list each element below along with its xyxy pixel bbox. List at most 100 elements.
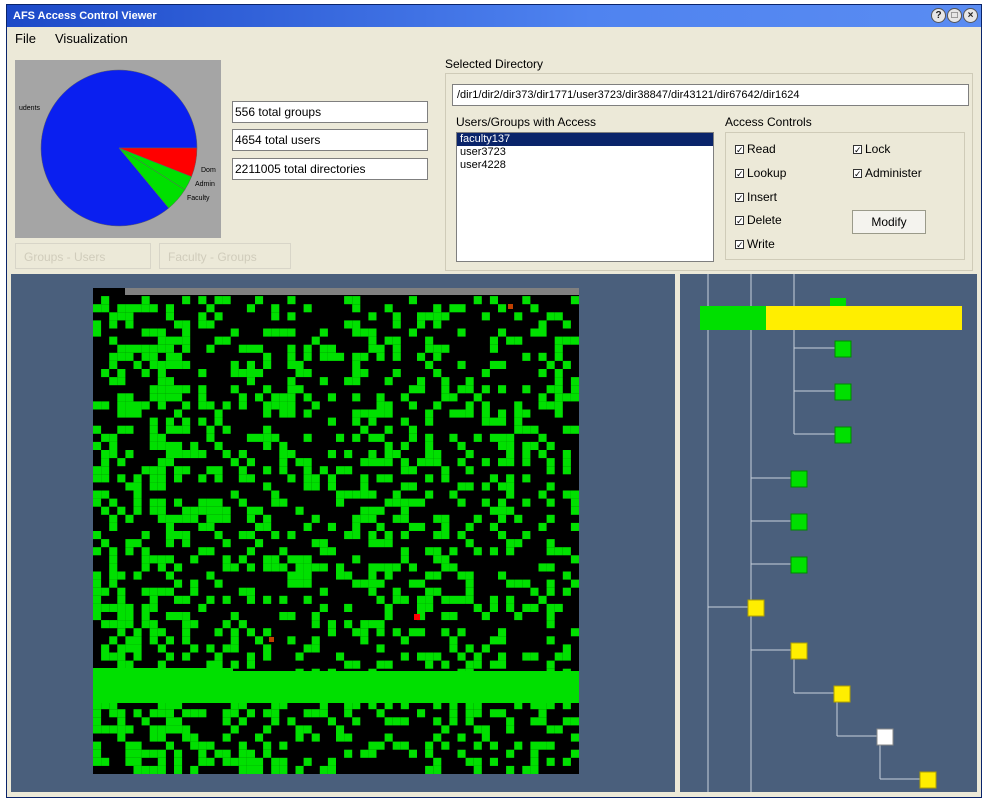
maximize-icon[interactable]: □ bbox=[947, 8, 962, 23]
tree-node[interactable] bbox=[790, 513, 808, 531]
faculty-groups-toggle[interactable]: Faculty - Groups bbox=[159, 243, 291, 269]
matrix-cell bbox=[408, 563, 417, 572]
tree-node[interactable] bbox=[833, 685, 851, 703]
write-checkbox[interactable]: ✓ Write bbox=[735, 237, 775, 251]
matrix-cell bbox=[133, 360, 142, 369]
matrix-cell bbox=[174, 717, 183, 726]
matrix-cell bbox=[546, 636, 555, 645]
list-item[interactable]: user3723 bbox=[460, 146, 506, 158]
access-list[interactable]: faculty137 user3723 user4228 bbox=[456, 132, 714, 262]
matrix-cell bbox=[530, 717, 539, 726]
matrix-cell bbox=[198, 741, 207, 750]
matrix-cell bbox=[279, 328, 288, 337]
tree-node[interactable] bbox=[834, 340, 852, 358]
menu-file[interactable]: File bbox=[15, 31, 36, 46]
tree-selected-bar-yellow[interactable] bbox=[766, 306, 962, 330]
matrix-cell bbox=[271, 433, 280, 442]
matrix-cell bbox=[206, 433, 215, 442]
matrix-cell bbox=[246, 652, 255, 661]
matrix-cell bbox=[376, 352, 385, 361]
list-item[interactable]: user4228 bbox=[460, 159, 506, 171]
matrix-cell bbox=[157, 514, 166, 523]
matrix-cell bbox=[368, 409, 377, 418]
matrix-cell bbox=[182, 514, 191, 523]
matrix-cell bbox=[408, 579, 417, 588]
matrix-cell bbox=[554, 336, 563, 345]
tree-node[interactable] bbox=[790, 556, 808, 574]
matrix-cell bbox=[327, 352, 336, 361]
matrix-cell bbox=[174, 749, 183, 758]
matrix-cell bbox=[352, 433, 361, 442]
matrix-cell bbox=[125, 547, 134, 556]
delete-checkbox[interactable]: ✓ Delete bbox=[735, 213, 782, 227]
tree-node[interactable] bbox=[790, 470, 808, 488]
matrix-cell bbox=[222, 336, 231, 345]
matrix-cell bbox=[287, 636, 296, 645]
matrix-cell bbox=[417, 498, 426, 507]
access-matrix[interactable] bbox=[93, 288, 579, 774]
matrix-cell bbox=[352, 717, 361, 726]
lock-checkbox[interactable]: ✓ Lock bbox=[853, 142, 890, 156]
tree-node[interactable] bbox=[919, 771, 937, 789]
matrix-cell bbox=[174, 579, 183, 588]
help-icon[interactable]: ? bbox=[931, 8, 946, 23]
matrix-cell bbox=[489, 595, 498, 604]
checkbox-check: ✓ bbox=[735, 216, 744, 227]
matrix-cell bbox=[392, 352, 401, 361]
matrix-cell bbox=[206, 344, 215, 353]
matrix-cell bbox=[182, 450, 191, 459]
matrix-cell bbox=[125, 612, 134, 621]
matrix-cell bbox=[117, 587, 126, 596]
matrix-cell bbox=[376, 660, 385, 669]
matrix-cell bbox=[93, 595, 102, 604]
matrix-cell bbox=[473, 709, 482, 718]
list-item[interactable]: faculty137 bbox=[457, 133, 713, 146]
directory-tree[interactable] bbox=[680, 274, 977, 792]
modify-button[interactable]: Modify bbox=[852, 210, 926, 234]
tree-selected-bar-green[interactable] bbox=[700, 306, 766, 330]
matrix-cell bbox=[481, 458, 490, 467]
groups-users-toggle[interactable]: Groups - Users bbox=[15, 243, 151, 269]
matrix-cell bbox=[327, 393, 336, 402]
menu-visualization[interactable]: Visualization bbox=[55, 31, 128, 46]
matrix-cell bbox=[400, 466, 409, 475]
tree-node[interactable] bbox=[834, 383, 852, 401]
matrix-cell bbox=[125, 741, 134, 750]
selected-directory-path[interactable]: /dir1/dir2/dir373/dir1771/user3723/dir38… bbox=[452, 84, 969, 106]
matrix-cell bbox=[441, 595, 450, 604]
matrix-cell bbox=[214, 749, 223, 758]
tree-node[interactable] bbox=[834, 426, 852, 444]
matrix-cell bbox=[514, 417, 523, 426]
administer-checkbox[interactable]: ✓ Administer bbox=[853, 166, 922, 180]
matrix-cell bbox=[141, 563, 150, 572]
matrix-cell bbox=[562, 652, 571, 661]
matrix-cell bbox=[400, 458, 409, 467]
tree-node[interactable] bbox=[790, 642, 808, 660]
matrix-cell bbox=[263, 328, 272, 337]
matrix-cell bbox=[481, 409, 490, 418]
matrix-cell bbox=[93, 320, 102, 329]
insert-checkbox[interactable]: ✓ Insert bbox=[735, 190, 777, 204]
matrix-cell bbox=[457, 328, 466, 337]
matrix-cell bbox=[190, 514, 199, 523]
matrix-cell bbox=[149, 328, 158, 337]
close-icon[interactable]: × bbox=[963, 8, 978, 23]
matrix-cell bbox=[182, 652, 191, 661]
matrix-cell bbox=[538, 741, 547, 750]
pie-slice[interactable] bbox=[118, 147, 186, 209]
matrix-selected-cell[interactable] bbox=[414, 614, 420, 620]
matrix-cell bbox=[311, 401, 320, 410]
tree-node[interactable] bbox=[876, 728, 894, 746]
matrix-cell bbox=[570, 377, 579, 386]
matrix-cell bbox=[425, 312, 434, 321]
matrix-cell bbox=[246, 369, 255, 378]
read-checkbox[interactable]: ✓ Read bbox=[735, 142, 776, 156]
matrix-cell bbox=[263, 644, 272, 653]
matrix-cell bbox=[198, 320, 207, 329]
pie-chart[interactable]: udents Dom Admin Faculty bbox=[15, 60, 221, 238]
matrix-cell bbox=[546, 401, 555, 410]
matrix-cell bbox=[117, 652, 126, 661]
tree-node[interactable] bbox=[747, 599, 765, 617]
lookup-checkbox[interactable]: ✓ Lookup bbox=[735, 166, 786, 180]
matrix-cell bbox=[546, 539, 555, 548]
